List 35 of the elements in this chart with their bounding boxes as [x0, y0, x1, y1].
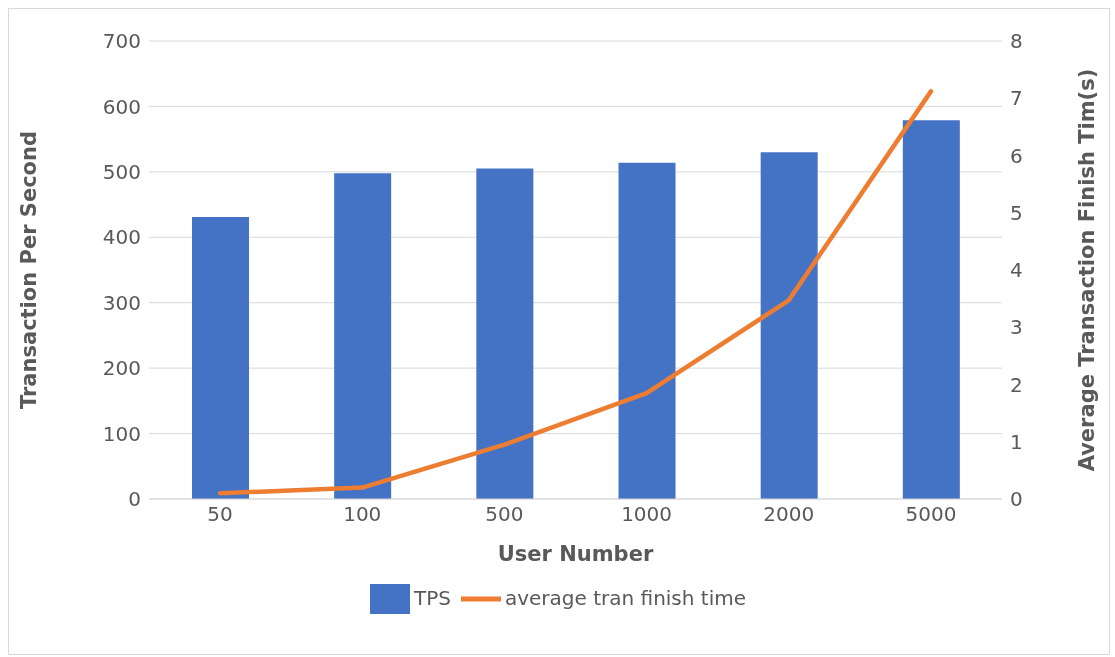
y2-tick-label: 3: [1010, 315, 1023, 340]
bar: [334, 173, 392, 499]
y2-axis-title: Average Transaction Finish Tim(s): [1075, 68, 1100, 472]
legend-label: TPS: [413, 585, 451, 610]
bar: [902, 120, 960, 499]
x-tick-label: 500: [485, 502, 524, 527]
line-series: [217, 89, 934, 496]
bar: [476, 168, 534, 499]
legend-label: average tran finish time: [504, 585, 747, 610]
x-tick-label: 2000: [763, 502, 815, 527]
x-tick-label: 1000: [621, 502, 673, 527]
x-tick-label: 5000: [905, 502, 957, 527]
y2-tick-label: 6: [1010, 143, 1023, 168]
y2-tick-label: 2: [1010, 372, 1023, 397]
y2-tick-label: 7: [1010, 86, 1023, 111]
x-axis-title: User Number: [497, 542, 654, 566]
bar: [192, 217, 249, 499]
y-tick-label: 0: [128, 487, 141, 512]
y-tick-label: 300: [102, 290, 141, 315]
x-tick-label: 50: [207, 502, 233, 527]
y2-tick-label: 5: [1010, 200, 1023, 225]
y-tick-label: 600: [102, 94, 141, 119]
y2-tick-label: 1: [1010, 429, 1023, 454]
y-axis-title: Transaction Per Second: [17, 130, 42, 410]
y-tick-label: 500: [102, 159, 141, 184]
y2-tick-label: 4: [1010, 258, 1023, 283]
y2-tick-label: 0: [1010, 487, 1023, 512]
bar: [760, 152, 818, 499]
y2-tick-label: 8: [1010, 29, 1023, 54]
y-tick-label: 200: [102, 356, 141, 381]
y-tick-label: 100: [102, 421, 141, 446]
y-tick-label: 400: [102, 225, 141, 250]
x-tick-label: 100: [343, 502, 382, 527]
y-tick-label: 700: [102, 29, 141, 54]
bar: [618, 162, 676, 499]
